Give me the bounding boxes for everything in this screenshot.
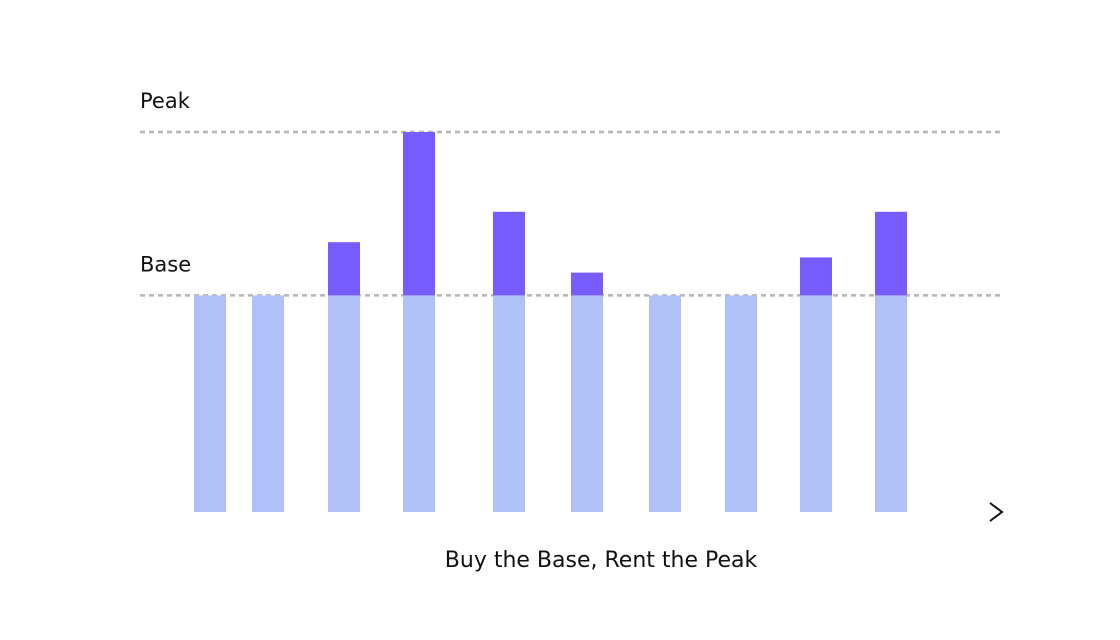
bar-segment (194, 295, 226, 512)
bar-segment (875, 295, 907, 512)
bar-segment (875, 211, 907, 296)
axis-arrow (989, 502, 1004, 522)
reference-label: Base (140, 252, 191, 276)
bar-segment (725, 295, 757, 512)
bar-segment (493, 211, 525, 296)
bar-segment (493, 295, 525, 512)
bar-segment (571, 295, 603, 512)
bar-segment (403, 132, 435, 296)
bar-segment (252, 295, 284, 512)
bar-segment (649, 295, 681, 512)
chart-title: Buy the Base, Rent the Peak (445, 548, 758, 573)
bar-segment (328, 295, 360, 512)
bar-segment (800, 295, 832, 512)
bar-segment (571, 272, 603, 296)
bar-segment (800, 257, 832, 296)
reference-label: Peak (140, 89, 191, 113)
bar-segment (403, 295, 435, 512)
bar-segment (328, 242, 360, 296)
